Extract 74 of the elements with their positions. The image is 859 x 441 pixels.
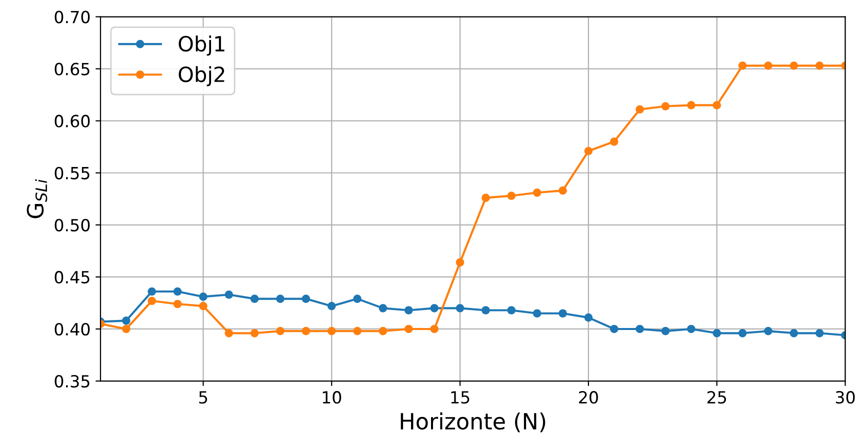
y-tick-label: 0.50 bbox=[54, 218, 90, 232]
x-tick-label: 15 bbox=[451, 391, 470, 404]
point bbox=[378, 304, 388, 312]
point bbox=[224, 328, 234, 338]
point bbox=[250, 294, 259, 303]
point bbox=[302, 294, 310, 303]
point bbox=[148, 296, 156, 306]
y-tick-label: 0.60 bbox=[54, 114, 90, 128]
point bbox=[173, 287, 182, 296]
y-tick-label: 0.55 bbox=[54, 166, 90, 180]
x-tick-label: 25 bbox=[707, 391, 726, 404]
point bbox=[584, 313, 593, 322]
point bbox=[482, 194, 490, 202]
point bbox=[815, 62, 824, 70]
y-axis-title: G$_{SLi}$ bbox=[26, 179, 48, 218]
y-tick-label: 0.35 bbox=[54, 374, 90, 388]
point bbox=[404, 324, 413, 334]
point bbox=[353, 326, 362, 336]
point bbox=[532, 188, 542, 197]
point bbox=[790, 328, 798, 338]
point bbox=[738, 328, 747, 338]
point bbox=[790, 62, 798, 70]
point bbox=[764, 62, 772, 70]
point bbox=[456, 258, 464, 267]
point bbox=[764, 326, 772, 336]
point bbox=[584, 146, 593, 156]
x-tick-label: 10 bbox=[322, 391, 342, 404]
y-tick-label: 0.65 bbox=[54, 62, 90, 76]
point bbox=[404, 306, 413, 314]
point bbox=[250, 328, 259, 338]
point bbox=[276, 294, 284, 303]
x-tick-label: 30 bbox=[836, 391, 855, 404]
point bbox=[636, 324, 644, 334]
point bbox=[122, 324, 130, 334]
point bbox=[532, 309, 542, 318]
point bbox=[456, 304, 464, 312]
x-tick-label: 5 bbox=[199, 391, 208, 404]
point bbox=[378, 326, 388, 336]
y-tick-label: 0.70 bbox=[54, 10, 90, 24]
point bbox=[687, 101, 696, 110]
point bbox=[148, 287, 156, 296]
y-tick-label: 0.45 bbox=[54, 270, 90, 284]
y-tick-label: 0.40 bbox=[54, 322, 90, 336]
point bbox=[430, 324, 439, 334]
point bbox=[661, 326, 670, 336]
point bbox=[507, 306, 516, 314]
point bbox=[302, 326, 310, 336]
point bbox=[636, 105, 644, 114]
point bbox=[122, 316, 130, 325]
point bbox=[738, 62, 747, 70]
point bbox=[610, 137, 618, 146]
point bbox=[276, 326, 284, 336]
point bbox=[199, 292, 208, 301]
x-tick-label: 20 bbox=[579, 391, 598, 404]
point bbox=[224, 290, 234, 299]
point bbox=[712, 101, 722, 110]
point bbox=[327, 302, 336, 310]
point bbox=[199, 302, 208, 310]
point bbox=[610, 324, 618, 334]
point bbox=[558, 186, 567, 195]
point bbox=[687, 324, 696, 334]
point bbox=[173, 300, 182, 308]
point bbox=[558, 309, 567, 318]
legend-label: Obj2 bbox=[178, 66, 224, 86]
legend-label: Obj1 bbox=[178, 36, 224, 56]
point bbox=[712, 328, 722, 338]
point bbox=[327, 326, 336, 336]
point bbox=[353, 294, 362, 303]
point bbox=[482, 306, 490, 314]
point bbox=[661, 102, 670, 110]
point bbox=[430, 304, 439, 312]
x-axis-title: Horizonte (N) bbox=[400, 412, 546, 432]
point bbox=[507, 192, 516, 200]
point bbox=[815, 328, 824, 338]
